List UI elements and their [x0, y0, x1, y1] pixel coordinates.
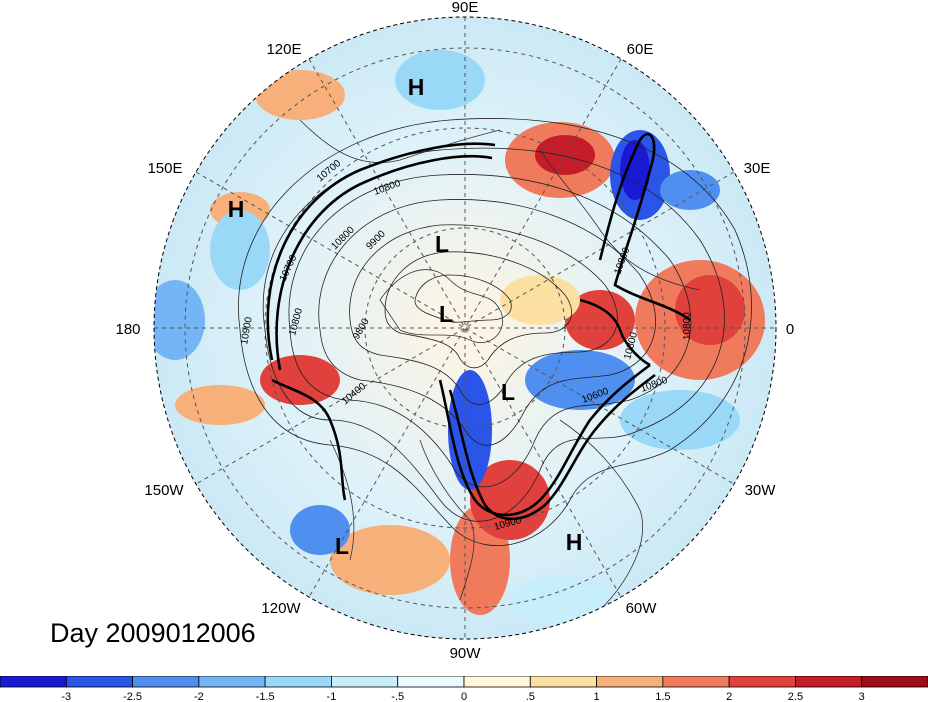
colorbar-tick-label: .5: [526, 691, 535, 702]
colorbar-tick-label: 1: [594, 691, 600, 702]
lon-label-30e: 30E: [744, 160, 771, 177]
contour-label: 10800: [682, 312, 693, 340]
low-center: L: [335, 533, 349, 559]
anomaly-field: [154, 17, 776, 639]
longitude-labels: 90E 60E 120E 30E 150E 0 180 30W 150W 60W…: [115, 0, 794, 662]
lon-label-120e: 120E: [266, 41, 301, 58]
graticule: [154, 17, 776, 639]
low-center: L: [439, 301, 453, 327]
colorbar-tick-label: 3: [859, 691, 865, 702]
lon-label-0: 0: [786, 321, 794, 338]
low-center: L: [501, 379, 515, 405]
colorbar-box: [662, 676, 730, 688]
colorbar-box: [861, 676, 928, 688]
pressure-centers: H H L L L L H: [228, 74, 583, 559]
lon-label-180: 180: [115, 321, 140, 338]
map-title: Day 2009012006: [50, 618, 256, 648]
low-center: L: [435, 231, 449, 257]
colorbar-labels: -3 -2.5 -2 -1.5 -1 -.5 0 .5 1 1.5 2 2.5 3: [61, 691, 864, 702]
colorbar-tick-label: 1.5: [655, 691, 670, 702]
lon-label-90e: 90E: [452, 0, 479, 16]
colorbar-tick-label: 2: [726, 691, 732, 702]
colorbar-box: [0, 676, 67, 688]
colorbar-tick-label: -1: [327, 691, 337, 702]
colorbar: -3 -2.5 -2 -1.5 -1 -.5 0 .5 1 1.5 2 2.5 3: [0, 676, 928, 702]
lon-label-150w: 150W: [144, 482, 184, 499]
colorbar-box: [132, 676, 200, 688]
colorbar-tick-label: -2: [194, 691, 204, 702]
coastlines: [299, 119, 701, 611]
colorbar-box: [331, 676, 399, 688]
high-center: H: [566, 529, 583, 555]
lon-label-60e: 60E: [627, 41, 654, 58]
colorbar-box: [795, 676, 863, 688]
high-center: H: [408, 74, 425, 100]
contour-label: 10900: [239, 316, 255, 346]
colorbar-boxes: [0, 676, 928, 688]
lon-label-30w: 30W: [745, 482, 777, 499]
colorbar-box: [397, 676, 465, 688]
colorbar-box: [463, 676, 531, 688]
colorbar-tick-label: -1.5: [256, 691, 275, 702]
lon-label-120w: 120W: [261, 600, 301, 617]
lon-label-60w: 60W: [626, 600, 658, 617]
map-boundary: [153, 16, 777, 640]
high-center: H: [228, 196, 245, 222]
colorbar-box: [596, 676, 664, 688]
colorbar-box: [65, 676, 133, 688]
colorbar-box: [529, 676, 597, 688]
height-contours: [238, 118, 752, 546]
lon-label-150e: 150E: [147, 160, 182, 177]
colorbar-box: [198, 676, 266, 688]
colorbar-tick-label: 0: [461, 691, 467, 702]
colorbar-tick-label: 2.5: [788, 691, 803, 702]
jet-stream-contours: [266, 132, 691, 521]
colorbar-tick-label: -.5: [391, 691, 404, 702]
lon-label-90w: 90W: [450, 645, 482, 662]
colorbar-tick-label: -3: [61, 691, 71, 702]
colorbar-tick-label: -2.5: [123, 691, 142, 702]
colorbar-box: [728, 676, 796, 688]
colorbar-box: [264, 676, 332, 688]
